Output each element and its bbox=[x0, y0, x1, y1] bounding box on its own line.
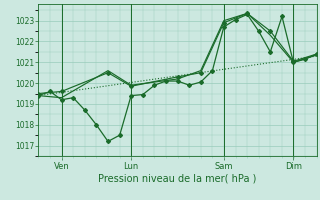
X-axis label: Pression niveau de la mer( hPa ): Pression niveau de la mer( hPa ) bbox=[99, 173, 257, 183]
